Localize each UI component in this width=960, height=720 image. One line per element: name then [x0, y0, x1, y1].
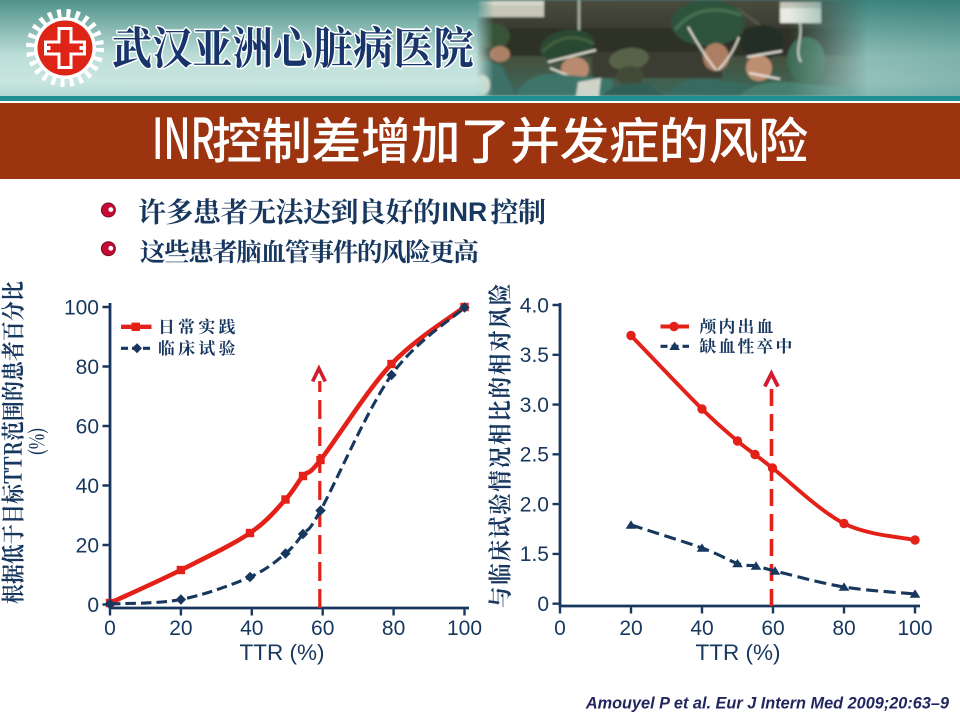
svg-text:INR: INR	[442, 197, 488, 227]
svg-text:2.5: 2.5	[520, 444, 549, 467]
svg-text:4.0: 4.0	[520, 294, 549, 317]
svg-text:60: 60	[761, 617, 784, 640]
svg-text:100: 100	[64, 296, 99, 319]
svg-text:TTR (%): TTR (%)	[696, 640, 781, 665]
svg-text:80: 80	[382, 617, 405, 640]
svg-text:20: 20	[76, 534, 99, 557]
svg-text:0: 0	[87, 594, 99, 617]
svg-text:40: 40	[76, 475, 99, 498]
svg-text:20: 20	[169, 617, 192, 640]
svg-text:0: 0	[554, 617, 566, 640]
svg-text:1.5: 1.5	[520, 543, 549, 566]
svg-text:Amouyel P et al. Eur J Intern: Amouyel P et al. Eur J Intern Med 2009;2…	[585, 695, 949, 713]
svg-text:80: 80	[76, 356, 99, 379]
svg-text:0: 0	[537, 593, 549, 616]
svg-text:40: 40	[690, 617, 713, 640]
svg-text:2.0: 2.0	[520, 493, 549, 516]
svg-text:100: 100	[447, 617, 482, 640]
svg-text:TTR (%): TTR (%)	[240, 640, 325, 665]
svg-text:40: 40	[240, 617, 263, 640]
svg-text:100: 100	[897, 617, 932, 640]
svg-text:20: 20	[619, 617, 642, 640]
svg-text:80: 80	[832, 617, 855, 640]
svg-text:3.0: 3.0	[520, 394, 549, 417]
svg-text:60: 60	[76, 415, 99, 438]
svg-text:3.5: 3.5	[520, 344, 549, 367]
svg-text:0: 0	[104, 617, 116, 640]
svg-text:60: 60	[311, 617, 334, 640]
